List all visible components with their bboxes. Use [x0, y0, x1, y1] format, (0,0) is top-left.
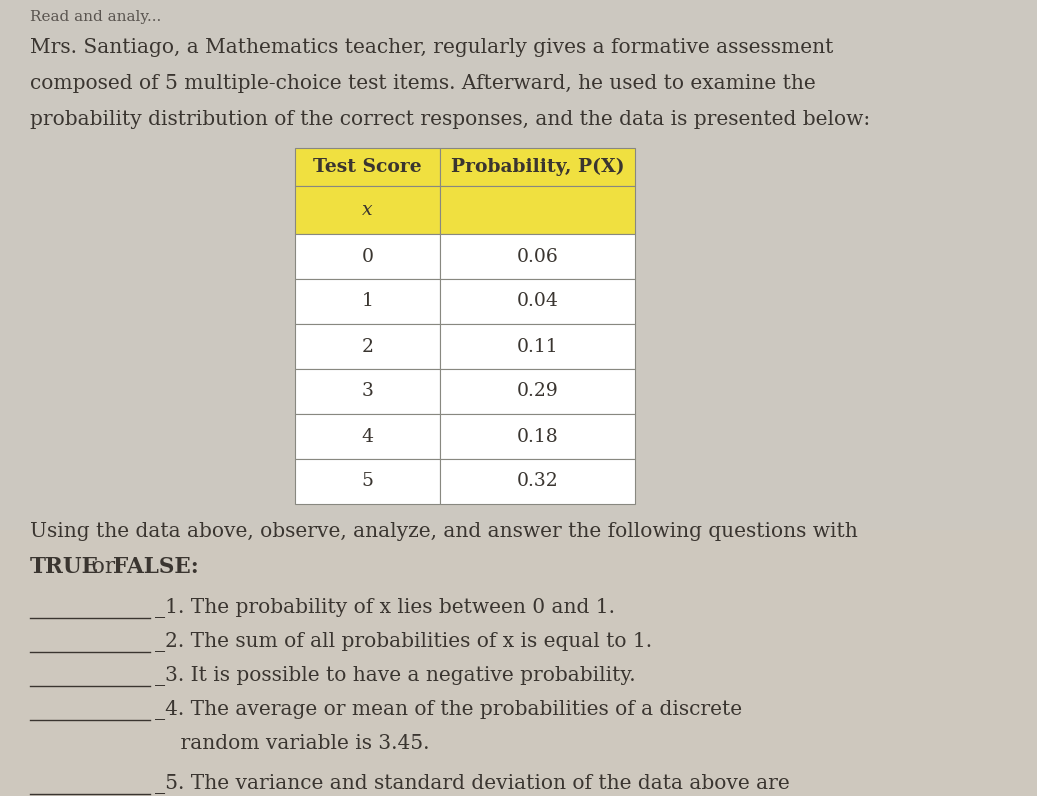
Text: probability distribution of the correct responses, and the data is presented bel: probability distribution of the correct …: [30, 110, 870, 129]
Bar: [295, 324, 440, 369]
Text: random variable is 3.45.: random variable is 3.45.: [155, 734, 429, 753]
Text: 0.06: 0.06: [516, 248, 558, 266]
Bar: [295, 459, 440, 504]
Text: 0: 0: [362, 248, 373, 266]
Text: 0.11: 0.11: [516, 338, 558, 356]
Bar: [295, 279, 440, 324]
Text: Read and analy...: Read and analy...: [30, 10, 161, 24]
Bar: [440, 459, 635, 504]
Text: _4. The average or mean of the probabilities of a discrete: _4. The average or mean of the probabili…: [155, 700, 742, 720]
Text: 0.18: 0.18: [516, 427, 558, 446]
Bar: [0, 530, 1037, 796]
Text: Probability, P(X): Probability, P(X): [451, 158, 624, 176]
Text: FALSE:: FALSE:: [113, 556, 199, 578]
Text: 0.29: 0.29: [516, 383, 558, 400]
Text: Test Score: Test Score: [313, 158, 422, 176]
Text: _1. The probability of x lies between 0 and 1.: _1. The probability of x lies between 0 …: [155, 598, 615, 618]
Text: 0.32: 0.32: [516, 473, 558, 490]
Text: 0.04: 0.04: [516, 292, 559, 310]
Bar: [295, 234, 440, 279]
Bar: [440, 414, 635, 459]
Text: 5: 5: [362, 473, 373, 490]
Bar: [295, 186, 440, 234]
Bar: [440, 369, 635, 414]
Text: x: x: [362, 201, 373, 219]
Bar: [440, 234, 635, 279]
Text: Mrs. Santiago, a Mathematics teacher, regularly gives a formative assessment: Mrs. Santiago, a Mathematics teacher, re…: [30, 38, 834, 57]
Text: 3: 3: [362, 383, 373, 400]
Text: Using the data above, observe, analyze, and answer the following questions with: Using the data above, observe, analyze, …: [30, 522, 858, 541]
Bar: [295, 414, 440, 459]
Bar: [440, 148, 635, 186]
Bar: [295, 148, 440, 186]
Text: _3. It is possible to have a negative probability.: _3. It is possible to have a negative pr…: [155, 666, 636, 686]
Text: 1: 1: [362, 292, 373, 310]
Text: _5. The variance and standard deviation of the data above are: _5. The variance and standard deviation …: [155, 774, 790, 794]
Bar: [440, 324, 635, 369]
Text: TRUE: TRUE: [30, 556, 99, 578]
Bar: [295, 369, 440, 414]
Bar: [440, 279, 635, 324]
Bar: [440, 186, 635, 234]
Text: or: or: [85, 556, 122, 578]
Text: composed of 5 multiple-choice test items. Afterward, he used to examine the: composed of 5 multiple-choice test items…: [30, 74, 816, 93]
Text: _2. The sum of all probabilities of x is equal to 1.: _2. The sum of all probabilities of x is…: [155, 632, 652, 652]
Text: 4: 4: [362, 427, 373, 446]
Text: 2: 2: [362, 338, 373, 356]
